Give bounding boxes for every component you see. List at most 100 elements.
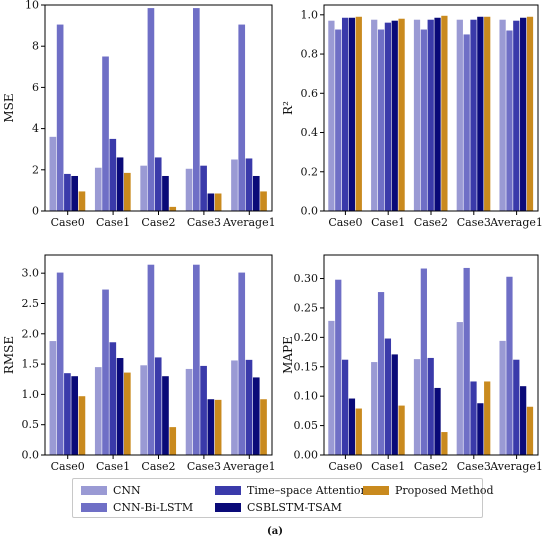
bar-proposed-method-case1 bbox=[124, 172, 131, 211]
x-tick-label-case1: Case1 bbox=[371, 460, 405, 473]
bar-cnn-bi-lstm-case1 bbox=[377, 29, 385, 211]
legend-swatch-cnn-bi-lstm bbox=[81, 503, 107, 512]
x-tick-label-case1: Case1 bbox=[371, 216, 405, 229]
x-tick-label-case0: Case0 bbox=[51, 460, 85, 473]
y-tick-label: 2.0 bbox=[22, 327, 40, 340]
bar-cnn-case2 bbox=[140, 365, 147, 455]
legend-item-proposed-method: Proposed Method bbox=[363, 484, 494, 497]
bar-cnn-bi-lstm-case0 bbox=[335, 29, 342, 211]
y-tick-label: 4 bbox=[32, 122, 39, 135]
bar-cnn-bi-lstm-case2 bbox=[147, 8, 155, 212]
bar-cnn-case3 bbox=[456, 19, 463, 212]
x-tick-label-case3: Case3 bbox=[187, 216, 221, 229]
bar-cnn-case0 bbox=[49, 136, 57, 211]
legend-swatch-cnn bbox=[81, 486, 107, 495]
legend-label-time-space-attention: Time–space Attention bbox=[247, 484, 368, 497]
y-tick-label: 10 bbox=[25, 0, 39, 12]
bar-csblstm-tsam-case2 bbox=[162, 376, 169, 455]
x-tick-label-average1: Average1 bbox=[222, 460, 276, 473]
bar-csblstm-tsam-average1 bbox=[252, 175, 260, 211]
bar-cnn-bi-lstm-average1 bbox=[238, 272, 246, 455]
x-tick-label-case3: Case3 bbox=[187, 460, 221, 473]
bar-proposed-method-case2 bbox=[441, 15, 448, 212]
x-tick-label-case3: Case3 bbox=[457, 460, 491, 473]
y-tick-label: 6 bbox=[32, 81, 39, 94]
y-axis-label: MSE bbox=[2, 93, 16, 122]
bar-cnn-bi-lstm-average1 bbox=[506, 30, 513, 211]
legend-label-csblstm-tsam: CSBLSTM-TSAM bbox=[247, 501, 342, 514]
bar-cnn-average1 bbox=[499, 340, 506, 455]
bar-cnn-case1 bbox=[371, 362, 378, 455]
y-tick-label: 0.4 bbox=[301, 126, 319, 139]
y-axis-label: R² bbox=[281, 101, 295, 115]
bar-cnn-bi-lstm-average1 bbox=[506, 276, 513, 455]
bar-proposed-method-case2 bbox=[169, 206, 177, 211]
bar-cnn-average1 bbox=[231, 159, 238, 211]
y-tick-label: 0.5 bbox=[22, 418, 40, 431]
bar-proposed-method-case0 bbox=[78, 191, 86, 211]
bar-cnn-bi-lstm-case1 bbox=[102, 289, 109, 455]
legend-item-time-space-attention: Time–space Attention bbox=[215, 484, 368, 497]
bar-time-space-attention-average1 bbox=[245, 158, 253, 211]
bar-cnn-average1 bbox=[231, 360, 238, 455]
bar-cnn-case2 bbox=[413, 19, 421, 212]
bar-proposed-method-case1 bbox=[398, 405, 405, 455]
y-axis-label: MAPE bbox=[281, 336, 295, 374]
bar-csblstm-tsam-case0 bbox=[71, 376, 78, 455]
bar-cnn-case1 bbox=[94, 367, 102, 455]
bar-time-space-attention-case2 bbox=[427, 357, 434, 455]
y-tick-label: 1.0 bbox=[301, 8, 319, 21]
legend-label-proposed-method: Proposed Method bbox=[395, 484, 494, 497]
chart-mse: 0 2 4 6 8 10 Case0 Case1 Case2 Case3 Average1 MSE bbox=[2, 0, 276, 229]
bar-cnn-bi-lstm-average1 bbox=[238, 24, 246, 211]
bar-time-space-attention-case3 bbox=[470, 19, 477, 212]
x-tick-label-case2: Case2 bbox=[414, 460, 448, 473]
bar-cnn-case1 bbox=[94, 167, 102, 211]
bar-time-space-attention-case1 bbox=[384, 338, 392, 455]
legend-label-cnn: CNN bbox=[113, 484, 141, 497]
y-tick-label: 0.05 bbox=[294, 419, 319, 432]
bar-cnn-bi-lstm-case1 bbox=[377, 292, 385, 455]
legend-swatch-proposed-method bbox=[363, 486, 389, 495]
x-tick-label-case0: Case0 bbox=[328, 216, 362, 229]
bar-cnn-case2 bbox=[140, 165, 147, 211]
bar-proposed-method-case0 bbox=[355, 408, 362, 455]
x-tick-label-case3: Case3 bbox=[457, 216, 491, 229]
x-tick-label-case0: Case0 bbox=[51, 216, 85, 229]
bar-csblstm-tsam-case2 bbox=[162, 175, 169, 211]
legend-swatch-csblstm-tsam bbox=[215, 503, 241, 512]
bar-proposed-method-case0 bbox=[355, 16, 362, 211]
bar-cnn-bi-lstm-case2 bbox=[147, 264, 155, 455]
bar-time-space-attention-case0 bbox=[341, 17, 349, 211]
bar-cnn-case2 bbox=[413, 359, 421, 455]
bar-csblstm-tsam-case3 bbox=[477, 403, 484, 455]
x-tick-label-case1: Case1 bbox=[96, 460, 130, 473]
chart-mape: 0.00 0.05 0.10 0.15 0.20 0.25 0.30 Case0 Case1 Ca… bbox=[281, 254, 543, 473]
bar-csblstm-tsam-case1 bbox=[116, 358, 124, 455]
bar-proposed-method-average1 bbox=[260, 191, 267, 211]
bar-proposed-method-case3 bbox=[214, 193, 222, 211]
bar-csblstm-tsam-case3 bbox=[477, 16, 484, 211]
legend: CNN CNN-Bi-LSTM Time–space Attention CSB… bbox=[72, 478, 494, 518]
bar-cnn-case3 bbox=[185, 168, 193, 211]
bar-time-space-attention-average1 bbox=[513, 20, 520, 212]
bar-cnn-bi-lstm-case0 bbox=[56, 272, 64, 455]
bar-proposed-method-average1 bbox=[526, 16, 534, 211]
bar-proposed-method-average1 bbox=[526, 406, 534, 455]
bar-csblstm-tsam-case2 bbox=[434, 387, 441, 455]
bar-cnn-bi-lstm-case2 bbox=[420, 268, 427, 455]
bar-csblstm-tsam-average1 bbox=[520, 17, 527, 211]
y-tick-label: 0.0 bbox=[301, 205, 319, 218]
y-tick-label: 2 bbox=[32, 163, 39, 176]
y-tick-label: 0.20 bbox=[294, 331, 319, 344]
legend-swatch-time-space-attention bbox=[215, 486, 241, 495]
bar-cnn-bi-lstm-case3 bbox=[193, 264, 200, 455]
bar-time-space-attention-case3 bbox=[200, 365, 207, 455]
bar-time-space-attention-case2 bbox=[427, 19, 434, 212]
y-tick-label: 0.8 bbox=[301, 48, 319, 61]
bar-proposed-method-case1 bbox=[124, 372, 131, 455]
bar-csblstm-tsam-case2 bbox=[434, 17, 441, 211]
bar-cnn-bi-lstm-case0 bbox=[56, 24, 64, 211]
bar-cnn-case3 bbox=[456, 322, 463, 455]
bar-time-space-attention-case1 bbox=[109, 138, 117, 211]
